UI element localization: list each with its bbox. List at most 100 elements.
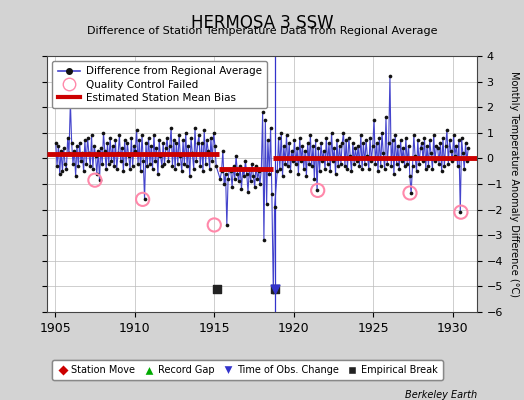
- Point: [94, 148, 102, 154]
- Point: [362, 137, 370, 144]
- Point: [386, 73, 394, 80]
- Point: [158, 163, 166, 169]
- Point: [193, 140, 202, 146]
- Point: [207, 135, 215, 141]
- Point: [375, 135, 384, 141]
- Point: [143, 163, 151, 169]
- Point: [80, 168, 88, 174]
- Point: [240, 173, 248, 180]
- Point: [105, 160, 113, 167]
- Point: [224, 176, 232, 182]
- Point: [273, 168, 281, 174]
- Point: [163, 135, 171, 141]
- Point: [410, 132, 418, 138]
- Point: [435, 160, 443, 167]
- Point: [204, 148, 212, 154]
- Point: [162, 145, 170, 151]
- Point: [70, 148, 79, 154]
- Point: [452, 142, 461, 149]
- Point: [187, 135, 195, 141]
- Point: [119, 168, 127, 174]
- Point: [413, 137, 422, 144]
- Point: [290, 137, 299, 144]
- Point: [123, 140, 132, 146]
- Point: [400, 163, 409, 169]
- Point: [309, 142, 317, 149]
- Point: [131, 148, 139, 154]
- Point: [77, 158, 85, 164]
- Point: [203, 137, 211, 144]
- Point: [57, 148, 65, 154]
- Point: [374, 168, 382, 174]
- Point: [144, 135, 152, 141]
- Point: [256, 181, 264, 187]
- Point: [257, 166, 266, 172]
- Point: [147, 142, 156, 149]
- Point: [351, 145, 359, 151]
- Point: [296, 135, 304, 141]
- Point: [244, 188, 252, 195]
- Point: [263, 201, 271, 208]
- Point: [96, 145, 105, 151]
- Point: [283, 163, 292, 169]
- Point: [146, 160, 154, 167]
- Point: [196, 163, 204, 169]
- Point: [252, 163, 260, 169]
- Point: [65, 150, 73, 156]
- Point: [432, 142, 441, 149]
- Point: [407, 190, 416, 196]
- Point: [200, 127, 209, 134]
- Point: [160, 160, 169, 167]
- Point: [266, 124, 275, 131]
- Point: [458, 150, 467, 156]
- Point: [232, 153, 240, 159]
- Point: [238, 166, 247, 172]
- Point: [152, 145, 161, 151]
- Point: [457, 135, 466, 141]
- Point: [281, 160, 289, 167]
- Point: [398, 158, 406, 164]
- Point: [61, 160, 69, 167]
- Point: [418, 140, 426, 146]
- Point: [326, 168, 334, 174]
- Point: [310, 176, 319, 182]
- Point: [201, 160, 210, 167]
- Point: [406, 173, 414, 180]
- Point: [359, 140, 367, 146]
- Point: [241, 158, 249, 164]
- Point: [170, 137, 178, 144]
- Point: [365, 166, 373, 172]
- Point: [403, 160, 411, 167]
- Point: [53, 163, 61, 169]
- Point: [271, 286, 279, 292]
- Point: [456, 209, 464, 215]
- Point: [90, 142, 99, 149]
- Point: [448, 158, 456, 164]
- Point: [260, 237, 268, 244]
- Point: [444, 160, 453, 167]
- Point: [245, 166, 254, 172]
- Point: [302, 173, 311, 180]
- Point: [173, 160, 182, 167]
- Point: [311, 137, 320, 144]
- Point: [317, 140, 325, 146]
- Point: [387, 163, 396, 169]
- Point: [211, 142, 219, 149]
- Point: [269, 288, 278, 295]
- Point: [243, 170, 251, 177]
- Point: [371, 160, 379, 167]
- Point: [439, 135, 447, 141]
- Point: [219, 148, 227, 154]
- Point: [126, 166, 134, 172]
- Point: [294, 170, 303, 177]
- Point: [69, 160, 77, 167]
- Point: [460, 166, 468, 172]
- Point: [373, 140, 381, 146]
- Point: [138, 196, 147, 202]
- Point: [313, 187, 322, 194]
- Point: [225, 166, 234, 172]
- Point: [86, 163, 94, 169]
- Point: [338, 140, 346, 146]
- Point: [188, 150, 196, 156]
- Point: [446, 148, 455, 154]
